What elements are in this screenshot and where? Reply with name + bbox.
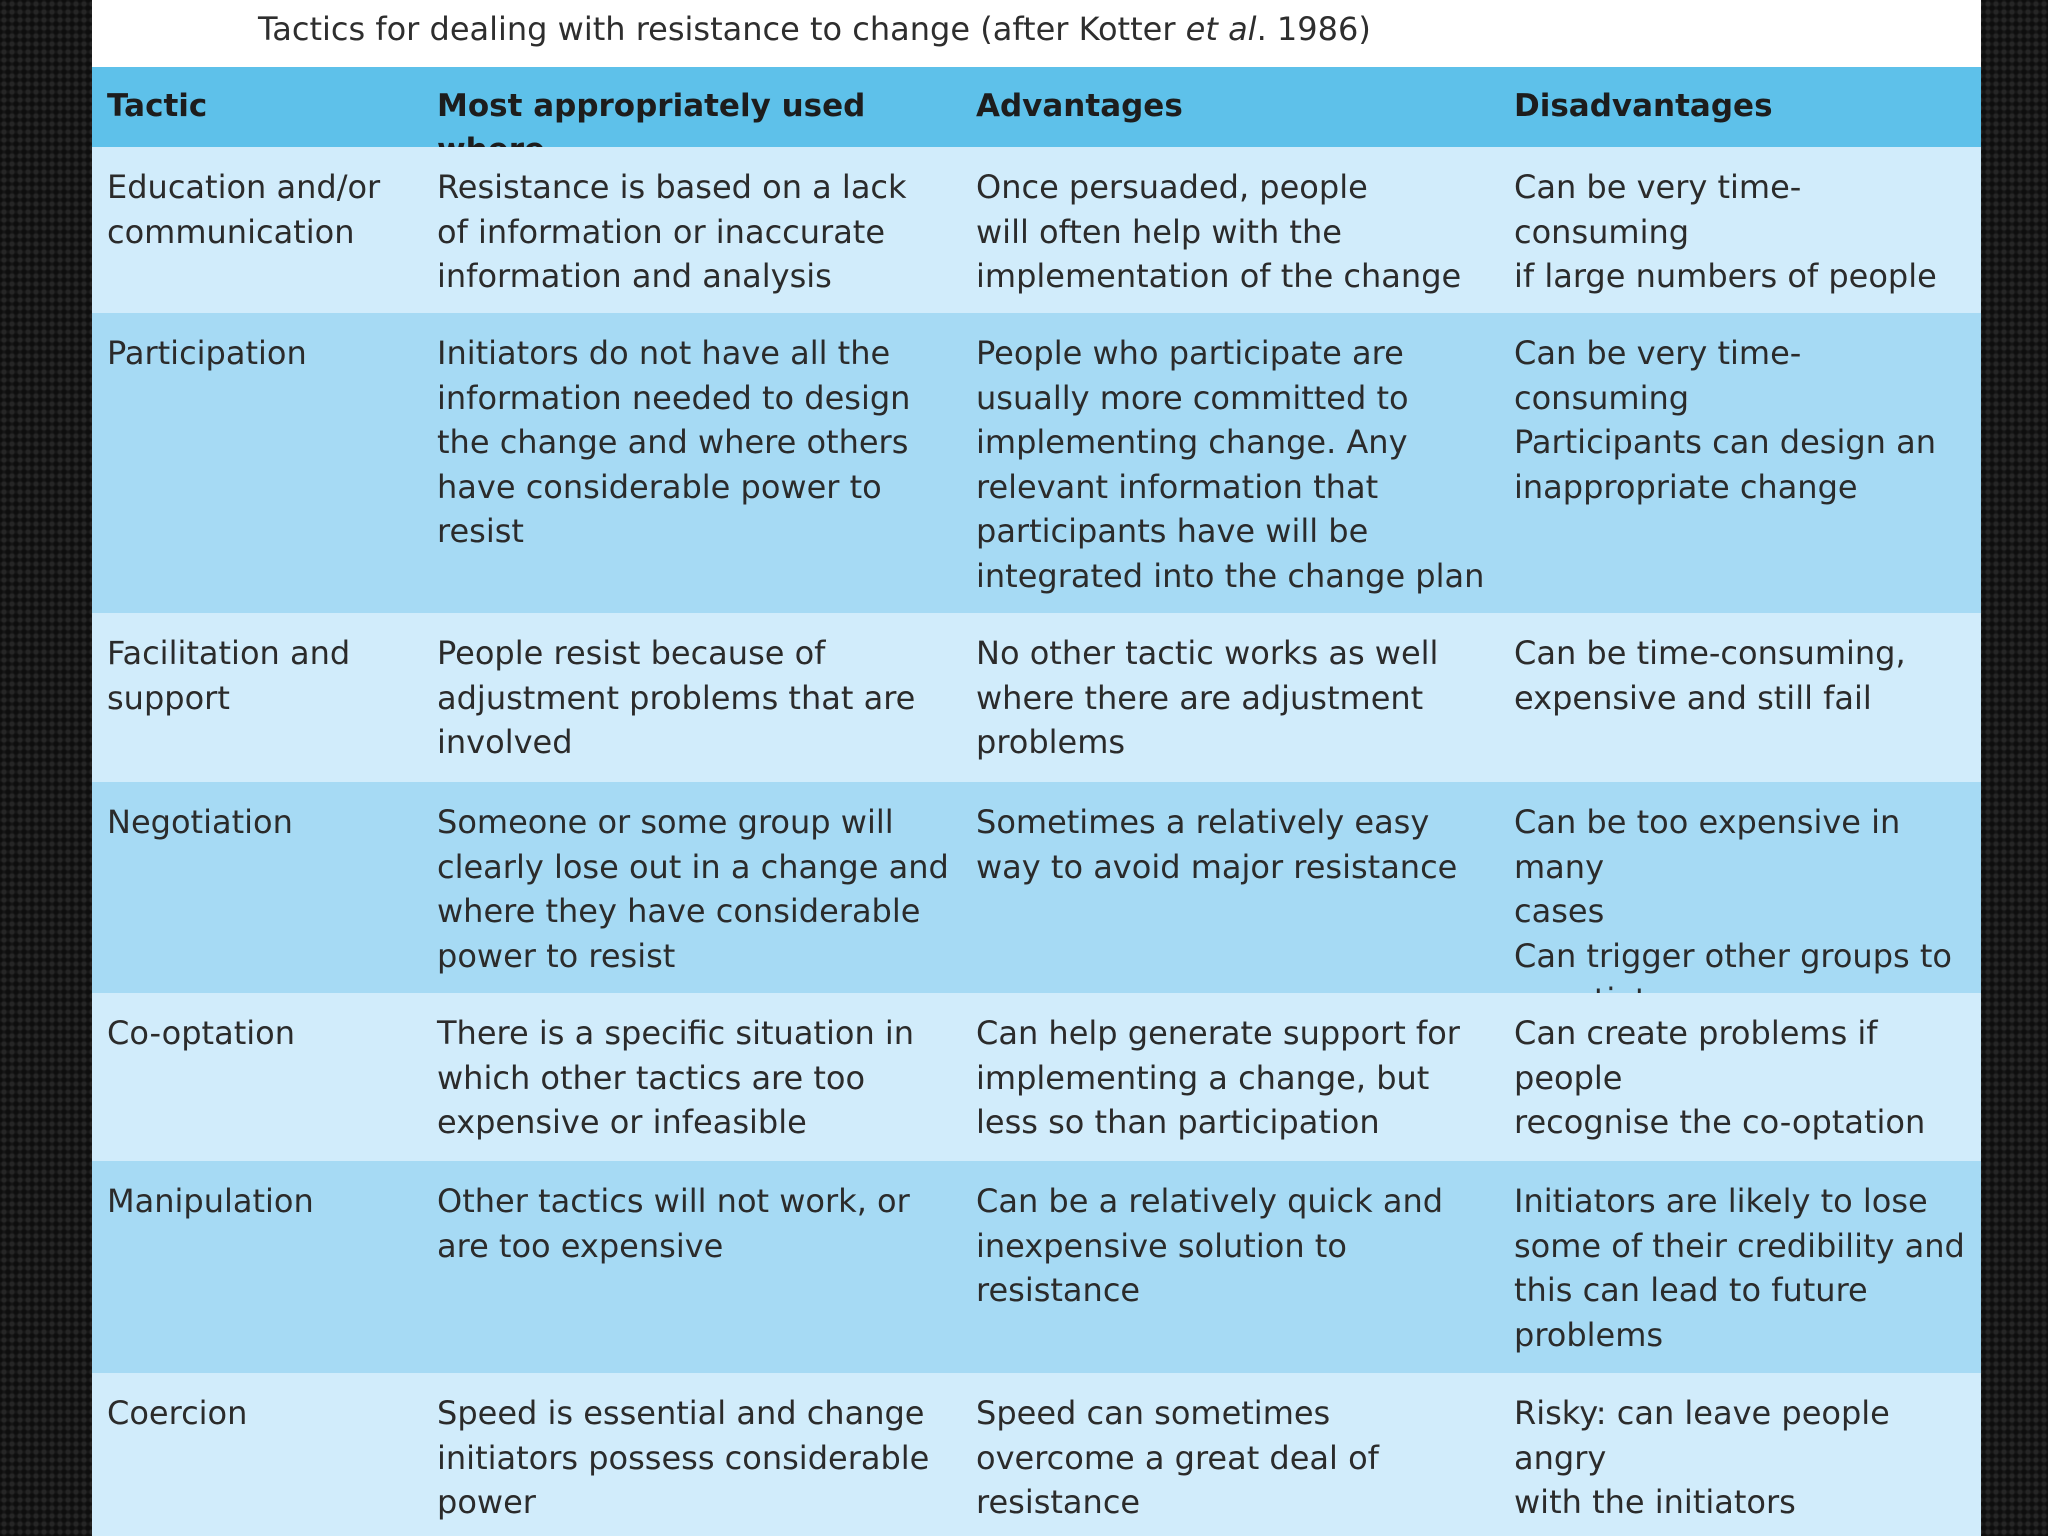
header-disadvantages: Disadvantages bbox=[1514, 88, 1773, 124]
document-page: Tactics for dealing with resistance to c… bbox=[92, 0, 1981, 1536]
header-advantages: Advantages bbox=[976, 88, 1183, 124]
cell-disadvantages: Risky: can leave people angry with the i… bbox=[1514, 1394, 1890, 1521]
table-row-education: Education and/or communication Resistanc… bbox=[92, 147, 1981, 313]
cell-advantages: Can help generate support for implementi… bbox=[976, 1014, 1460, 1141]
table-row-cooptation: Co-optation There is a specific situatio… bbox=[92, 993, 1981, 1161]
table-header-row: Tactic Most appropriately used where Adv… bbox=[92, 67, 1981, 147]
cell-tactic: Manipulation bbox=[107, 1182, 314, 1220]
caption-et-al: et al bbox=[1185, 10, 1257, 48]
cell-where: Speed is essential and change initiators… bbox=[437, 1394, 930, 1521]
cell-disadvantages: Initiators are likely to lose some of th… bbox=[1514, 1182, 1965, 1354]
cell-advantages: Can be a relatively quick and inexpensiv… bbox=[976, 1182, 1444, 1309]
table-row-negotiation: Negotiation Someone or some group will c… bbox=[92, 782, 1981, 993]
cell-advantages: People who participate are usually more … bbox=[976, 334, 1485, 595]
table-row-participation: Participation Initiators do not have all… bbox=[92, 313, 1981, 613]
cell-tactic: Negotiation bbox=[107, 803, 293, 841]
cell-advantages: Speed can sometimes overcome a great dea… bbox=[976, 1394, 1379, 1521]
table-row-coercion: Coercion Speed is essential and change i… bbox=[92, 1373, 1981, 1536]
cell-advantages: No other tactic works as well where ther… bbox=[976, 634, 1439, 761]
header-tactic: Tactic bbox=[107, 88, 208, 124]
caption-prefix: Tactics for dealing with resistance to c… bbox=[258, 10, 1186, 48]
cell-where: There is a specific situation in which o… bbox=[437, 1014, 915, 1141]
cell-tactic: Participation bbox=[107, 334, 307, 372]
caption-suffix: . 1986) bbox=[1256, 10, 1371, 48]
tactics-table: Tactic Most appropriately used where Adv… bbox=[92, 67, 1981, 1536]
table-caption: Tactics for dealing with resistance to c… bbox=[258, 8, 1371, 58]
cell-where: Resistance is based on a lack of informa… bbox=[437, 168, 907, 295]
cell-where: Someone or some group will clearly lose … bbox=[437, 803, 949, 975]
cell-advantages: Sometimes a relatively easy way to avoid… bbox=[976, 803, 1458, 886]
cell-tactic: Co-optation bbox=[107, 1014, 295, 1052]
cell-disadvantages: Can be very time-consuming Participants … bbox=[1514, 334, 1937, 506]
header-where: Most appropriately used where bbox=[437, 88, 866, 147]
cell-where: Initiators do not have all the informati… bbox=[437, 334, 911, 550]
cell-disadvantages: Can create problems if people recognise … bbox=[1514, 1014, 1926, 1141]
cell-disadvantages: Can be time-consuming, expensive and sti… bbox=[1514, 634, 1906, 717]
table-row-facilitation: Facilitation and support People resist b… bbox=[92, 613, 1981, 782]
table-row-manipulation: Manipulation Other tactics will not work… bbox=[92, 1161, 1981, 1373]
cell-tactic: Education and/or communication bbox=[107, 168, 381, 251]
cell-where: People resist because of adjustment prob… bbox=[437, 634, 916, 761]
cell-tactic: Coercion bbox=[107, 1394, 248, 1432]
cell-tactic: Facilitation and support bbox=[107, 634, 351, 717]
cell-disadvantages: Can be very time-consuming if large numb… bbox=[1514, 168, 1937, 313]
cell-where: Other tactics will not work, or are too … bbox=[437, 1182, 910, 1265]
cell-advantages: Once persuaded, people will often help w… bbox=[976, 168, 1462, 295]
cell-disadvantages: Can be too expensive in many cases Can t… bbox=[1514, 803, 1952, 993]
